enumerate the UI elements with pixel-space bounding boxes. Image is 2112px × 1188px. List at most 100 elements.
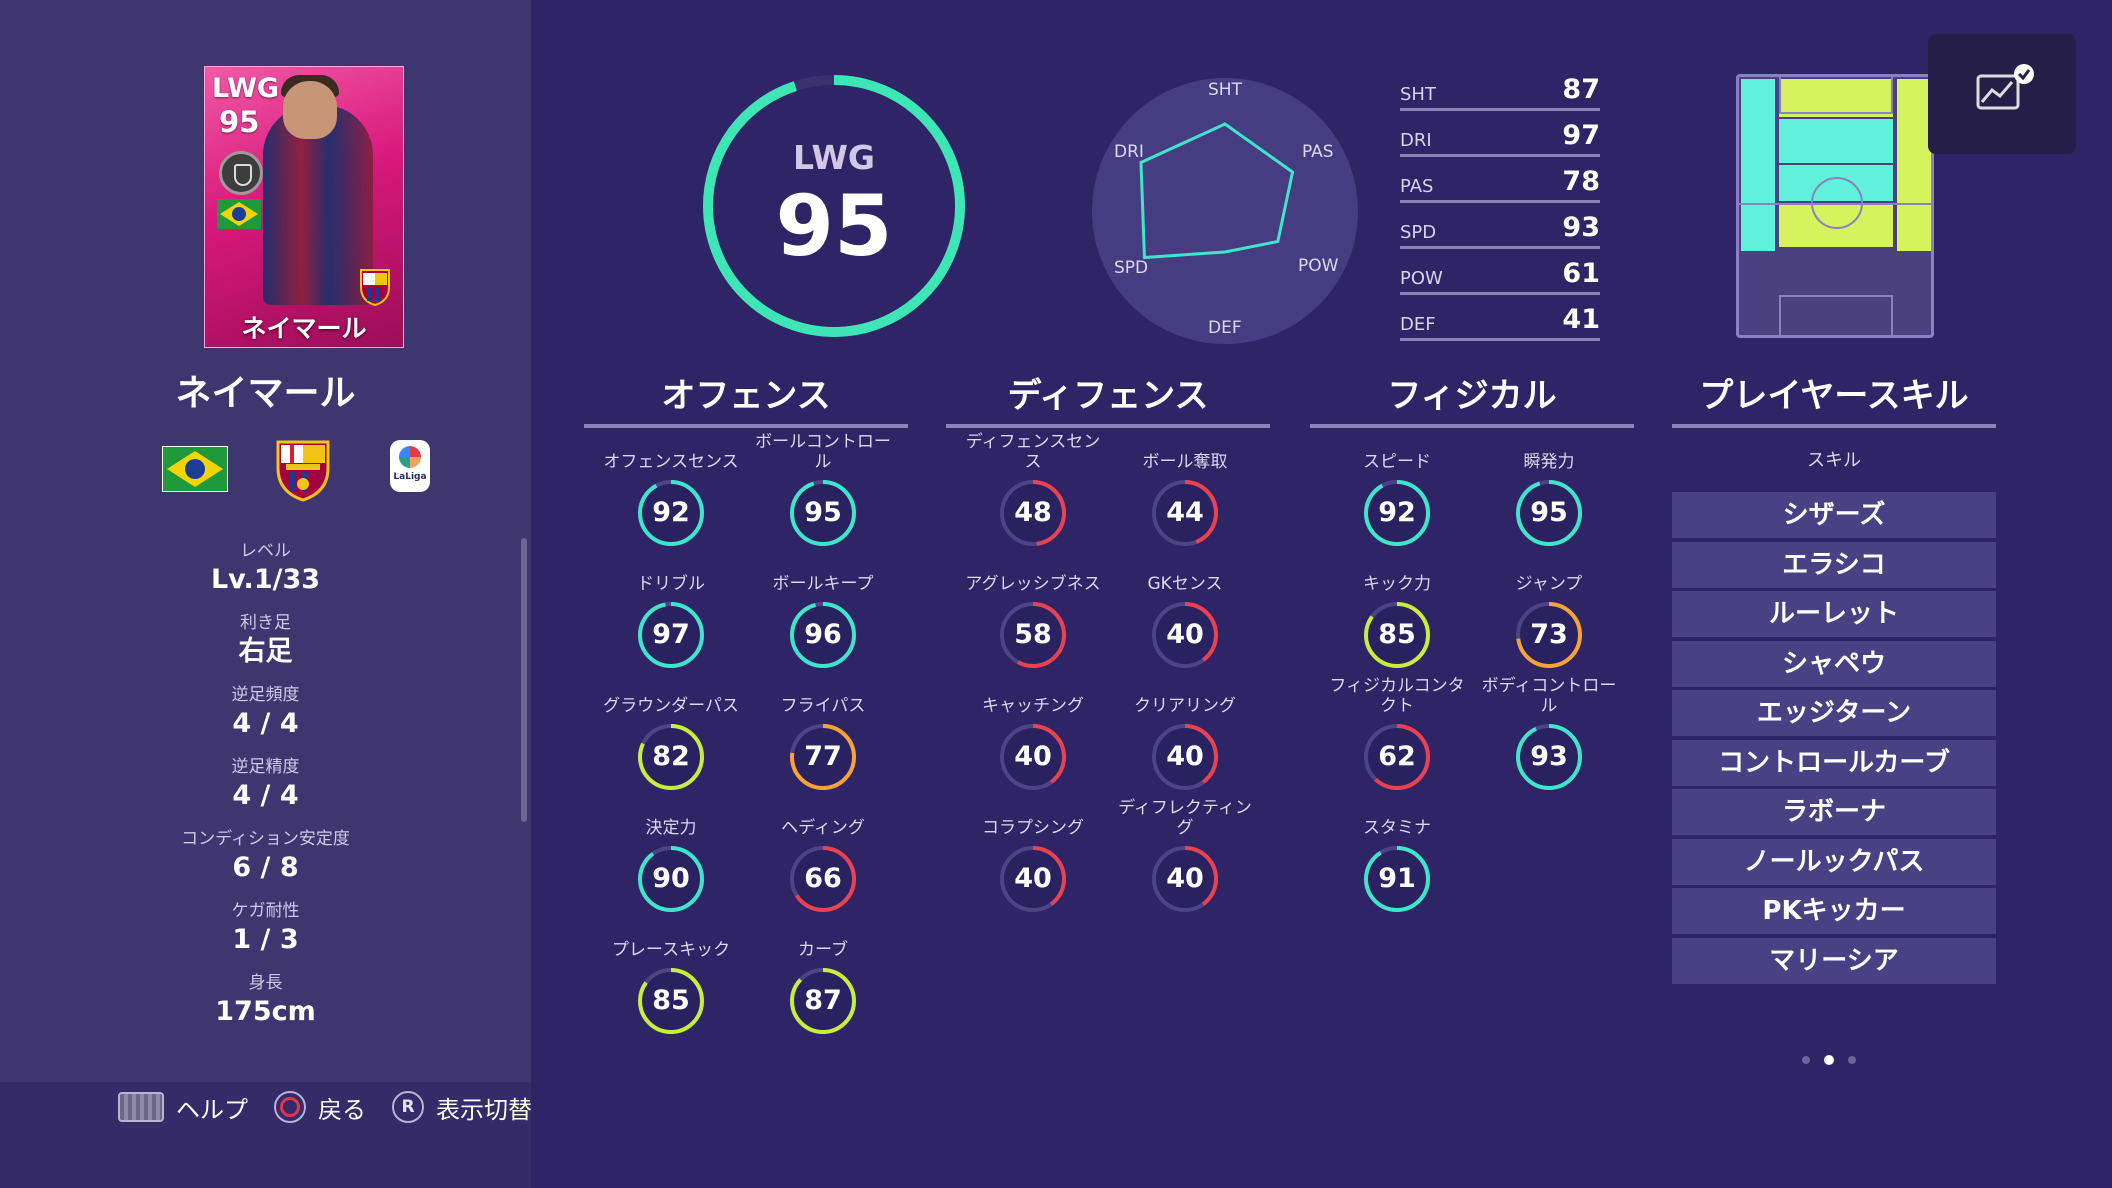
page-indicator <box>1802 1055 1856 1065</box>
stat-ring: 62 <box>1362 722 1432 792</box>
stat-label: ヘディング <box>781 818 865 838</box>
stat-item[interactable]: ディフレクティング 40 <box>1110 798 1260 914</box>
stat-value: 58 <box>1014 619 1052 650</box>
stat-value: 73 <box>1530 619 1568 650</box>
stat-value: 82 <box>652 741 690 772</box>
stat-label: 決定力 <box>645 818 697 838</box>
card-badge-icon <box>219 151 263 195</box>
stat-item[interactable]: プレースキック 85 <box>596 924 746 1036</box>
radar-polygon <box>1139 122 1295 260</box>
attribute-bar-value: 61 <box>1562 258 1600 289</box>
stat-item[interactable]: ジャンプ 73 <box>1474 558 1624 670</box>
skill-item[interactable]: PKキッカー <box>1672 888 1996 934</box>
page-dot[interactable] <box>1802 1056 1810 1064</box>
stat-ring: 40 <box>998 722 1068 792</box>
zone-right-wing <box>1897 79 1931 251</box>
player-info-panel: LWG 95 ネイマール ネイマール <box>0 0 531 1082</box>
player-head <box>283 81 337 139</box>
gallery-check-icon <box>1976 64 2034 110</box>
stat-item[interactable]: ボールキープ 96 <box>748 558 898 670</box>
attribute-bar-row: SHT 87 <box>1400 74 1600 120</box>
attribute-bar-value: 87 <box>1562 74 1600 105</box>
stat-value: 40 <box>1166 619 1204 650</box>
stat-item[interactable]: GKセンス 40 <box>1110 558 1260 670</box>
stat-item[interactable]: フィジカルコンタクト 62 <box>1322 676 1472 792</box>
toggle-view-hint[interactable]: 表示切替 <box>436 1095 532 1124</box>
stat-item[interactable]: カーブ 87 <box>748 924 898 1036</box>
stat-item[interactable]: ボールコントロール 95 <box>748 432 898 548</box>
stat-item[interactable]: ヘディング 66 <box>748 802 898 914</box>
stat-item[interactable]: ドリブル 97 <box>596 558 746 670</box>
scrollbar[interactable] <box>521 538 527 822</box>
stat-item[interactable]: グラウンダーパス 82 <box>596 680 746 792</box>
stat-value: 77 <box>804 741 842 772</box>
stat-item[interactable]: キック力 85 <box>1322 558 1472 670</box>
brazil-flag-icon <box>217 199 261 229</box>
stat-item[interactable]: ディフェンスセンス 48 <box>958 432 1108 548</box>
page-dot[interactable] <box>1848 1056 1856 1064</box>
stat-item[interactable]: アグレッシブネス 58 <box>958 558 1108 670</box>
attribute-bar-value: 97 <box>1562 120 1600 151</box>
stat-ring: 92 <box>636 478 706 548</box>
pitch-center-circle <box>1811 177 1863 229</box>
stat-item[interactable]: コラプシング 40 <box>958 802 1108 914</box>
stat-item[interactable]: スピード 92 <box>1322 436 1472 548</box>
info-value: 右足 <box>238 636 293 667</box>
skill-item[interactable]: シザーズ <box>1672 492 1996 538</box>
skill-item[interactable]: マリーシア <box>1672 937 1996 984</box>
help-hint[interactable]: ヘルプ <box>176 1095 248 1124</box>
attribute-bars: SHT 87 DRI 97 PAS 78 SPD 93 POW 61 DEF 41 <box>1400 74 1600 350</box>
skill-item[interactable]: コントロールカーブ <box>1672 739 1996 786</box>
card-rating: 95 <box>219 105 260 139</box>
stat-ring: 66 <box>788 844 858 914</box>
stat-item[interactable]: 決定力 90 <box>596 802 746 914</box>
info-label: 身長 <box>248 973 283 993</box>
skill-item[interactable]: ルーレット <box>1672 591 1996 637</box>
stat-label: コラプシング <box>982 818 1084 838</box>
stat-ring: 48 <box>998 478 1068 548</box>
stat-value: 62 <box>1378 741 1416 772</box>
stat-value: 40 <box>1166 741 1204 772</box>
skill-item[interactable]: ラボーナ <box>1672 789 1996 835</box>
skill-item[interactable]: ノールックパス <box>1672 838 1996 885</box>
attribute-bar-line <box>1400 200 1600 203</box>
stat-ring: 40 <box>1150 600 1220 670</box>
stat-label: フィジカルコンタクト <box>1329 676 1465 716</box>
stat-value: 96 <box>804 619 842 650</box>
page-dot[interactable] <box>1824 1055 1834 1065</box>
zone-cf <box>1779 79 1893 117</box>
brazil-flag-icon <box>162 446 228 492</box>
info-value: 4 / 4 <box>232 708 299 739</box>
stat-item[interactable]: 瞬発力 95 <box>1474 436 1624 548</box>
pitch-penalty-box-bottom <box>1779 295 1893 337</box>
section-rule-physical <box>1310 424 1634 428</box>
player-card[interactable]: LWG 95 ネイマール <box>204 66 404 348</box>
info-value: 1 / 3 <box>232 924 299 955</box>
stat-value: 92 <box>652 497 690 528</box>
stat-item[interactable]: オフェンスセンス 92 <box>596 436 746 548</box>
gallery-button[interactable] <box>1928 34 2076 154</box>
button-hints: ヘルプ 戻る R 表示切替 <box>118 1090 546 1124</box>
stat-value: 48 <box>1014 497 1052 528</box>
stat-label: ディフレクティング <box>1118 798 1252 838</box>
stat-item[interactable]: フライパス 77 <box>748 680 898 792</box>
skill-item[interactable]: エラシコ <box>1672 541 1996 588</box>
stat-label: フライパス <box>780 696 866 716</box>
stat-item[interactable]: クリアリング 40 <box>1110 680 1260 792</box>
attribute-bar-row: PAS 78 <box>1400 166 1600 212</box>
radar-label-pow: POW <box>1298 256 1339 276</box>
skill-item[interactable]: シャペウ <box>1672 640 1996 687</box>
stat-item[interactable]: キャッチング 40 <box>958 680 1108 792</box>
radar-label-pas: PAS <box>1302 142 1334 162</box>
stat-item[interactable]: ボディコントロール 93 <box>1474 676 1624 792</box>
info-label: 逆足精度 <box>231 757 300 777</box>
back-hint[interactable]: 戻る <box>318 1095 366 1124</box>
stat-item[interactable]: スタミナ 91 <box>1322 802 1472 914</box>
attribute-bar-label: SPD <box>1400 222 1437 243</box>
stat-item[interactable]: ボール奪取 44 <box>1110 436 1260 548</box>
stat-value: 85 <box>652 985 690 1016</box>
stat-value: 87 <box>804 985 842 1016</box>
stat-value: 95 <box>1530 497 1568 528</box>
skill-item[interactable]: エッジターン <box>1672 690 1996 736</box>
card-player-name: ネイマール <box>241 314 367 343</box>
